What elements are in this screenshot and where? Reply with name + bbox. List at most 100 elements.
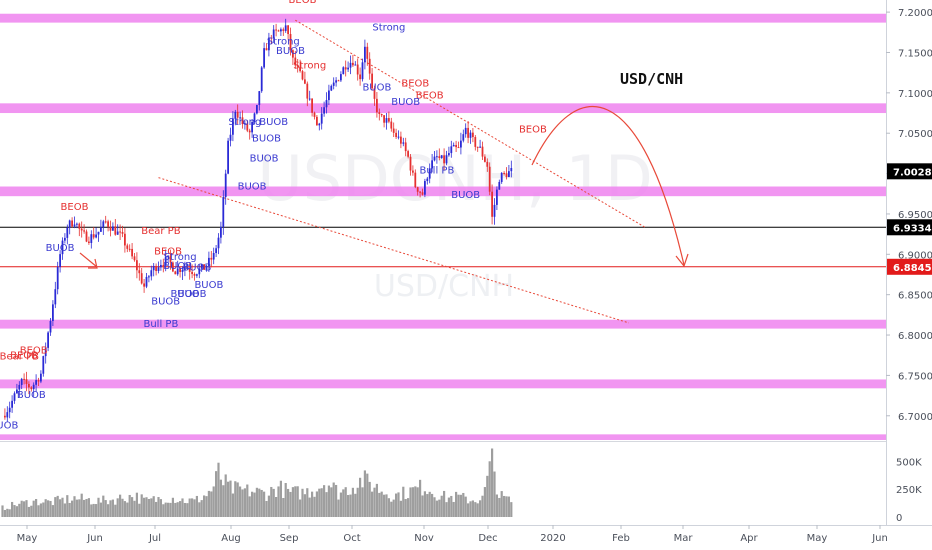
candle-body — [155, 265, 157, 272]
volume-bar — [339, 492, 342, 517]
candle-body — [268, 37, 270, 51]
volume-bar — [445, 502, 448, 517]
volume-bar — [344, 487, 347, 517]
volume-bar — [1, 505, 4, 517]
volume-bar — [476, 503, 479, 517]
candle-body — [304, 79, 306, 84]
volume-bar — [90, 504, 93, 517]
volume-bar — [433, 497, 436, 517]
candle-body — [220, 226, 222, 238]
candle-body — [284, 25, 287, 31]
pattern-label: BEOB — [401, 78, 429, 89]
candle-body — [236, 111, 239, 118]
candle-body — [35, 380, 37, 385]
candle-body — [164, 256, 167, 266]
volume-tick-label: 0 — [896, 513, 902, 524]
candle-body — [380, 114, 383, 116]
time-tick-label: Mar — [674, 533, 694, 544]
volume-bar — [239, 486, 242, 517]
volume-bar — [371, 491, 374, 517]
volume-bar — [241, 489, 244, 517]
volume-bar — [104, 500, 107, 517]
candle-body — [52, 304, 54, 321]
candle-body — [232, 118, 234, 135]
volume-bar — [143, 497, 146, 517]
price-marker-badge-3 — [887, 258, 932, 275]
volume-bar — [275, 497, 278, 517]
candle-body — [256, 104, 258, 114]
candle-body — [54, 289, 57, 305]
volume-bar — [236, 482, 239, 517]
lines-layer — [0, 19, 886, 324]
volume-bar — [282, 497, 285, 517]
volume-bar — [267, 495, 270, 517]
candle-body — [160, 264, 162, 268]
pattern-label: BUOB — [182, 262, 211, 273]
candle-body — [184, 267, 186, 270]
candle-body — [395, 132, 397, 138]
volume-bar — [277, 486, 280, 517]
candle-body — [493, 204, 496, 217]
volume-bar — [378, 492, 381, 517]
volume-bar — [92, 503, 95, 517]
volume-bar — [459, 494, 462, 517]
candle-body — [148, 276, 150, 278]
volume-bar — [133, 500, 136, 517]
candle-body — [76, 223, 78, 225]
volume-bar — [224, 474, 227, 517]
candle-body — [500, 172, 503, 182]
volume-bar — [399, 500, 402, 517]
pattern-label: BUOB — [170, 289, 199, 300]
candle-body — [198, 268, 201, 275]
volume-bar — [503, 495, 506, 517]
candle-body — [474, 137, 477, 147]
volume-bar — [383, 494, 386, 517]
candle-body — [222, 197, 225, 227]
volume-bar — [299, 499, 302, 517]
candle-body — [47, 332, 49, 348]
volume-bar — [251, 491, 254, 517]
volume-bar — [411, 487, 414, 517]
candle-body — [241, 117, 244, 125]
candle-body — [282, 29, 285, 31]
candle-body — [80, 228, 83, 231]
volume-bar — [169, 502, 172, 517]
pattern-label: BUOB — [178, 289, 207, 300]
candle-body — [419, 191, 421, 193]
candle-body — [143, 283, 145, 287]
candle-body — [260, 67, 263, 92]
candle-body — [486, 161, 489, 167]
volume-bar — [3, 509, 6, 517]
volume-bar — [188, 498, 191, 517]
pattern-label: BUOB — [391, 97, 420, 108]
volume-bar — [51, 505, 54, 517]
volume-bar — [337, 499, 340, 517]
candle-body — [294, 57, 297, 66]
candle-body — [457, 147, 460, 149]
volume-bar — [212, 486, 215, 517]
volume-bar — [37, 505, 40, 517]
volume-bar — [255, 487, 258, 517]
volume-bar — [265, 501, 268, 517]
candle-body — [124, 233, 126, 246]
volume-bar — [263, 491, 266, 517]
volume-bar — [380, 491, 383, 517]
candle-body — [102, 221, 105, 228]
pattern-label: BUOB — [451, 190, 480, 201]
volume-bar — [469, 501, 472, 517]
volume-bar — [229, 480, 232, 517]
volume-bar — [159, 499, 162, 517]
candle-body — [378, 112, 381, 115]
pattern-label: BEOB — [519, 124, 547, 135]
candle-body — [8, 407, 11, 413]
volume-bar — [47, 500, 50, 517]
candle-body — [488, 166, 491, 192]
resistance-support-zone-2 — [0, 103, 886, 114]
watermark-symbol-small: USD/CNH — [374, 269, 514, 304]
volume-bar — [171, 497, 174, 517]
volume-bar — [323, 485, 326, 517]
volume-bar — [431, 493, 434, 517]
candle-body — [496, 189, 498, 205]
volume-bar — [414, 486, 417, 517]
